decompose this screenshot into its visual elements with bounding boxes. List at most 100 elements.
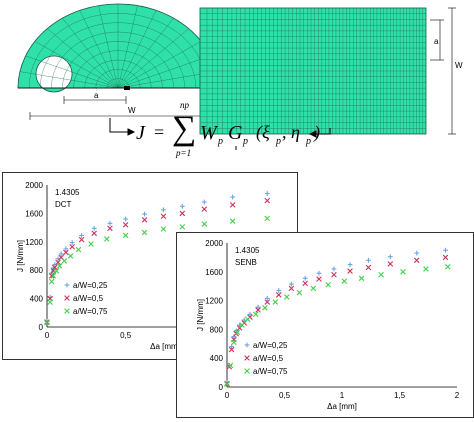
data-point <box>445 263 451 270</box>
data-point <box>201 206 208 212</box>
data-point <box>69 243 75 250</box>
data-point <box>325 281 331 288</box>
data-point <box>423 266 429 272</box>
legend-label: a/W=0,25 <box>73 281 108 290</box>
formula-args-close: ) <box>314 122 320 142</box>
fe-mesh-illustration: a W a W <box>17 3 463 150</box>
data-point <box>365 264 372 271</box>
j-integral-formula: J = ∑ np p=1 W p G p (ξ p , η p ) <box>118 100 358 160</box>
data-point <box>341 278 348 284</box>
formula-G-sub: p <box>243 136 248 147</box>
material-annotation: 1.4305 <box>235 246 260 255</box>
data-point <box>241 317 247 323</box>
legend-marker <box>244 368 250 374</box>
x-axis-label: Δa [mm] <box>327 402 357 411</box>
y-tick-label: 1200 <box>25 238 43 247</box>
formula-W-sub: p <box>218 136 223 147</box>
data-point <box>244 316 251 323</box>
data-point <box>47 299 53 305</box>
data-point <box>264 296 270 301</box>
data-point <box>227 362 234 369</box>
data-point <box>141 217 148 223</box>
data-point <box>347 268 353 274</box>
formula-G: G <box>228 122 243 144</box>
legend-label: a/W=0,75 <box>73 307 108 316</box>
formula-sum-symbol: ∑ <box>172 110 197 147</box>
data-point <box>284 294 290 300</box>
series-1 <box>44 191 270 324</box>
data-point <box>347 262 353 267</box>
data-point <box>414 250 420 256</box>
data-point <box>239 322 245 328</box>
x-tick-label: 0,5 <box>279 391 291 400</box>
data-point <box>247 311 253 317</box>
data-point <box>272 299 279 305</box>
formula-equals: = <box>154 122 165 142</box>
material-annotation: 1.4305 <box>55 188 80 197</box>
data-point <box>201 221 208 227</box>
y-tick-label: 800 <box>210 325 224 334</box>
data-point <box>52 264 58 271</box>
data-point <box>79 233 85 238</box>
data-point <box>179 224 186 230</box>
legend-marker <box>244 355 250 361</box>
data-point <box>142 211 147 217</box>
data-point <box>56 263 63 269</box>
y-tick-label: 2000 <box>205 239 223 248</box>
data-point <box>264 197 271 204</box>
legend-marker <box>64 308 70 314</box>
x-tick-label: 0 <box>225 391 230 400</box>
crack-tip-marker <box>124 86 130 90</box>
data-point <box>50 273 57 279</box>
dim-a-label: a <box>94 91 99 100</box>
data-point <box>160 213 167 220</box>
data-point <box>442 254 449 261</box>
y-axis-label: J [N/mm] <box>16 240 25 272</box>
data-point <box>48 278 55 285</box>
formula-W: W <box>200 122 217 144</box>
data-point <box>224 381 230 387</box>
formula-args-sub2: p <box>306 136 311 147</box>
data-point <box>252 311 259 318</box>
data-point <box>288 285 295 292</box>
data-point <box>378 271 384 278</box>
x-tick-label: 0,5 <box>120 331 132 340</box>
data-point <box>61 258 68 264</box>
formula-lhs: J <box>136 122 145 144</box>
chart-senb-svg: 0 400 800 1200 1600 2000 0 0,5 1 1,5 2 J [N/mm] Δa [… <box>196 239 460 411</box>
data-point <box>413 257 420 264</box>
formula-sum-bottom: p=1 <box>176 148 192 158</box>
data-point <box>264 299 271 305</box>
x-axis-label: Δa [mm] <box>150 342 180 351</box>
y-axis-label: J [N/mm] <box>196 299 205 331</box>
data-point <box>443 247 448 253</box>
chart-senb: 0 400 800 1200 1600 2000 0 0,5 1 1,5 2 J [N/mm] Δa [… <box>176 232 474 418</box>
data-point <box>69 240 75 245</box>
y-tick-label: 1600 <box>205 268 223 277</box>
data-point <box>88 241 94 247</box>
data-point <box>316 276 322 282</box>
data-point <box>58 251 64 257</box>
legend-label: a/W=0,5 <box>73 294 104 303</box>
data-point <box>229 344 234 350</box>
data-point <box>366 257 371 263</box>
data-point <box>161 207 166 213</box>
specimen-annotation: DCT <box>55 200 72 209</box>
data-point <box>122 232 129 239</box>
series-3 <box>224 263 451 387</box>
data-point <box>262 305 268 311</box>
formula-args-mid: , η <box>282 122 300 142</box>
data-point <box>264 191 270 196</box>
data-point <box>264 215 271 222</box>
data-point <box>107 225 113 232</box>
data-point <box>358 275 365 282</box>
data-point <box>302 280 308 287</box>
data-point <box>55 259 61 266</box>
data-point <box>234 329 241 336</box>
data-point <box>387 261 394 267</box>
dim-W-vertical-label: W <box>455 61 463 70</box>
legend-marker <box>64 282 70 288</box>
connector-arrows <box>109 118 331 150</box>
data-point <box>67 253 74 259</box>
data-point <box>231 339 237 346</box>
